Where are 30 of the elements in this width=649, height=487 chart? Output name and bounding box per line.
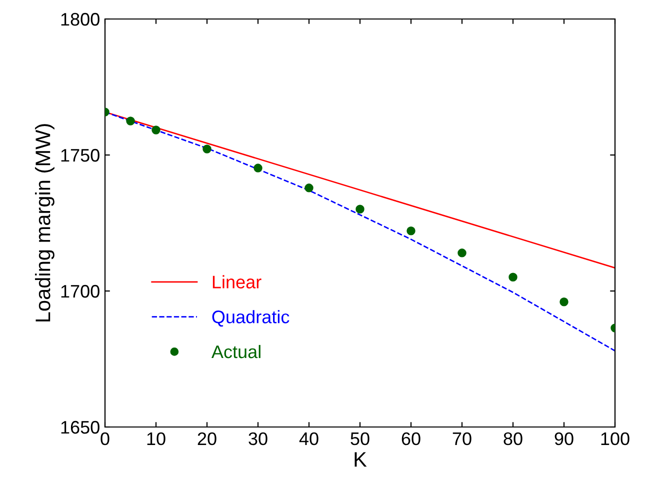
- x-tick-label: 100: [601, 432, 630, 446]
- y-axis-title: Loading margin (MW): [35, 124, 54, 322]
- y-tick-label: 1700: [61, 284, 100, 298]
- x-tick-label: 20: [198, 432, 216, 446]
- point: [304, 184, 314, 192]
- y-tick-label: 1750: [61, 148, 100, 162]
- point: [152, 126, 160, 134]
- x-tick-label: 0: [100, 432, 110, 446]
- legend-label: Quadratic: [212, 310, 290, 327]
- x-tick-label: 70: [452, 432, 472, 446]
- point: [508, 272, 518, 282]
- x-tick-label: 30: [248, 432, 268, 446]
- point: [560, 298, 568, 306]
- x-axis-title: K: [354, 452, 367, 467]
- legend-label: Actual: [211, 344, 260, 358]
- x-tick-label: 60: [402, 432, 420, 446]
- x-tick-label: 40: [299, 432, 318, 446]
- x-tick-label: 90: [554, 432, 574, 446]
- point: [406, 226, 416, 236]
- y-tick-label: 1650: [61, 420, 100, 434]
- legend-label: Linear: [212, 275, 262, 288]
- point: [458, 248, 466, 258]
- point: [356, 204, 364, 214]
- y-tick-label: 1800: [61, 12, 100, 26]
- point: [126, 116, 135, 126]
- point: [254, 164, 262, 172]
- x-tick-label: 10: [147, 432, 166, 446]
- x-tick-label: 80: [504, 432, 522, 446]
- point: [202, 144, 212, 154]
- x-tick-label: 50: [350, 432, 370, 446]
